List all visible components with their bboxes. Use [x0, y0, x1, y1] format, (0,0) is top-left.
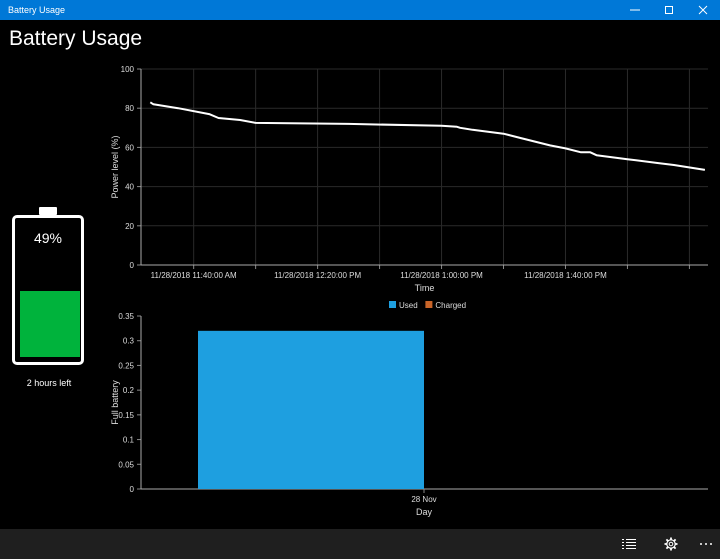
close-icon	[698, 5, 708, 15]
y-axis-label: Full battery	[110, 380, 120, 425]
page-title: Battery Usage	[9, 27, 143, 50]
y-tick-label: 60	[125, 143, 134, 152]
x-tick-label: 11/28/2018 1:40:00 PM	[524, 271, 607, 280]
list-button[interactable]	[615, 529, 643, 559]
x-tick-label: 28 Nov	[411, 495, 436, 504]
x-tick-label: 11/28/2018 12:20:00 PM	[274, 271, 361, 280]
y-tick-label: 0.3	[123, 337, 135, 346]
minimize-button[interactable]	[618, 0, 652, 20]
x-axis-label: Time	[415, 283, 435, 293]
window-title: Battery Usage	[8, 5, 66, 15]
y-tick-label: 0.35	[118, 312, 134, 321]
legend-label: Used	[399, 301, 418, 310]
battery-fill	[20, 291, 80, 357]
more-icon	[700, 543, 712, 545]
y-tick-label: 0.2	[123, 386, 135, 395]
y-axis-label: Power level (%)	[110, 135, 120, 198]
minimize-icon	[630, 9, 640, 11]
maximize-icon	[665, 6, 673, 14]
gear-icon	[664, 537, 678, 551]
list-icon	[622, 539, 636, 549]
title-bar: Battery Usage	[0, 0, 720, 20]
y-tick-label: 20	[125, 222, 134, 231]
legend-swatch	[389, 301, 396, 308]
y-tick-label: 80	[125, 104, 134, 113]
legend-label: Charged	[435, 301, 466, 310]
y-tick-label: 0.25	[118, 361, 134, 370]
y-tick-label: 0.15	[118, 411, 134, 420]
y-tick-label: 40	[125, 183, 134, 192]
y-tick-label: 100	[121, 65, 135, 74]
battery-body	[12, 215, 84, 365]
power-level-chart: 0 20 40 60 80 100 11/28/2018 11:40:00 AM 11/28/…	[110, 65, 708, 293]
command-bar	[0, 529, 720, 559]
battery-percent: 49%	[33, 230, 63, 246]
bar-used	[198, 330, 424, 489]
close-button[interactable]	[686, 0, 720, 20]
x-tick-label: 11/28/2018 11:40:00 AM	[151, 271, 237, 280]
y-tick-label: 0.05	[118, 460, 134, 469]
time-left-label: 2 hours left	[26, 378, 72, 388]
y-tick-label: 0	[130, 261, 135, 270]
legend-swatch	[425, 301, 433, 308]
y-tick-label: 0.1	[123, 436, 135, 445]
battery-cap	[39, 207, 57, 215]
battery-indicator: 49%	[12, 207, 84, 365]
more-button[interactable]	[696, 529, 716, 559]
x-axis-label: Day	[416, 507, 433, 517]
maximize-button[interactable]	[652, 0, 686, 20]
x-tick-label: 11/28/2018 1:00:00 PM	[400, 271, 483, 280]
power-level-line	[149, 101, 706, 171]
settings-button[interactable]	[657, 529, 685, 559]
y-tick-label: 0	[130, 485, 135, 494]
battery-usage-chart: 0 0.05 0.1 0.15 0.2 0.25 0.3 0.35 Used Charged 28 …	[110, 301, 708, 517]
